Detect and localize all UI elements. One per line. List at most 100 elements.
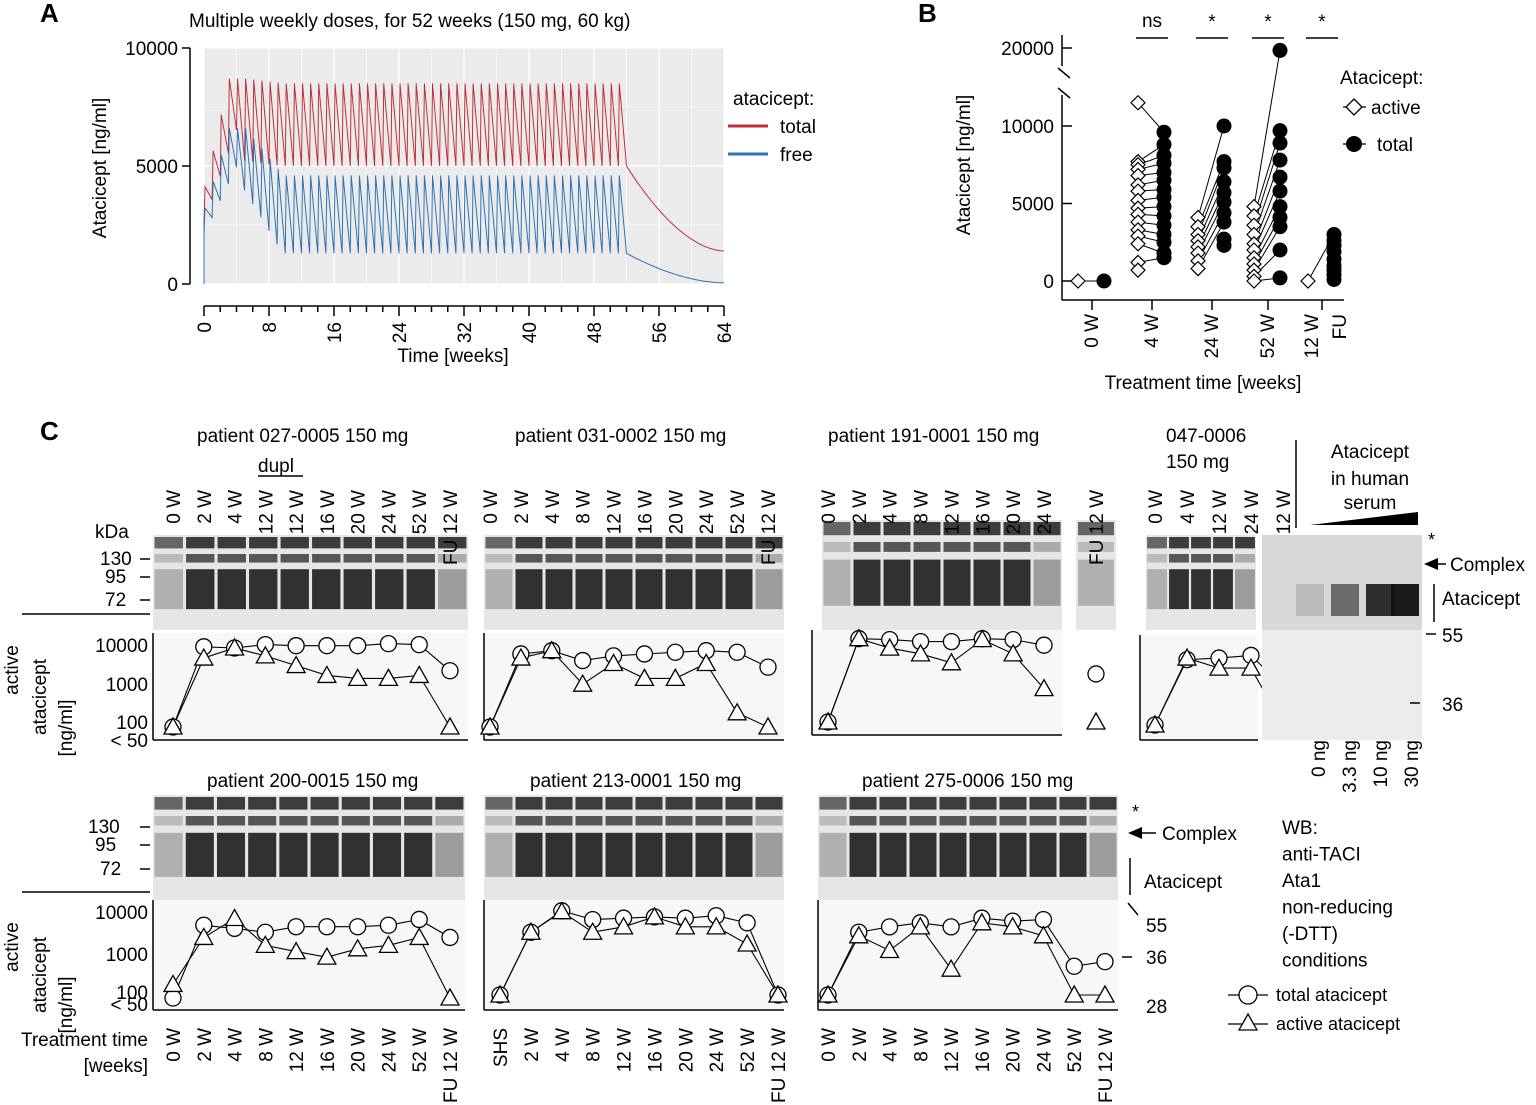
total-point [1272, 242, 1288, 258]
overlay-y-tick-label: 100 [116, 713, 148, 734]
spike-band [1391, 584, 1419, 616]
blot-band-top [605, 797, 633, 810]
active-marker-triangle [696, 653, 717, 672]
star-marker: * [1132, 802, 1139, 822]
blot-band-top [154, 537, 183, 549]
lane-label: FU 12 W [441, 1028, 462, 1103]
blot-band-complex [375, 554, 404, 563]
overlay-y-tick-label: 10000 [95, 903, 148, 924]
treatment-time-unit: [weeks] [84, 1056, 148, 1077]
blot-band-complex [755, 554, 783, 563]
active-atacicept-label: [ng/ml] [56, 699, 77, 756]
lane-label: 8 W [912, 490, 933, 524]
lane-label: 24 W [1242, 490, 1263, 534]
blot-band-top [216, 797, 246, 810]
blot-band-complex [943, 542, 971, 552]
blot-band-top [695, 797, 723, 810]
kda-marker: 130 [88, 817, 120, 838]
lane-label: 16 W [318, 1028, 339, 1072]
overlay-plot [162, 908, 461, 1007]
x-tick-label-b: 52 W [1258, 314, 1279, 358]
wb-legend-line: Ata1 [1282, 871, 1321, 892]
active-marker-triangle [162, 974, 184, 993]
kda-marker-right: 36 [1442, 695, 1463, 716]
active-marker-triangle [285, 941, 307, 960]
blot-band-top [515, 537, 543, 549]
blot-band-complex [279, 816, 308, 826]
blot-band-top [823, 522, 851, 536]
total-point [1216, 214, 1232, 230]
lane-label: 24 W [697, 490, 718, 534]
axis-break-mark-icon [1057, 67, 1071, 79]
blot-band-top [438, 537, 467, 549]
blot-band-top [575, 797, 603, 810]
blot-image [1076, 520, 1116, 630]
overlay-y-tick-label: < 50 [110, 995, 148, 1016]
lane-label: 12 W [287, 1028, 308, 1072]
total-point [1272, 42, 1288, 58]
blot-band-complex [1033, 542, 1061, 552]
blot-band-complex [575, 554, 603, 563]
active-marker-triangle [706, 916, 727, 935]
total-marker-circle [1034, 910, 1053, 929]
lane-label: 8 W [584, 1028, 605, 1062]
blot-band-complex [154, 554, 183, 563]
blot-band-atacicept [1147, 569, 1167, 610]
active-marker-triangle [1033, 678, 1055, 697]
complex-label: Complex [1450, 555, 1525, 576]
panel-letter-a: A [40, 0, 59, 28]
total-point [1216, 237, 1232, 253]
lane-label: 4 W [881, 1028, 902, 1062]
blot-band-complex [725, 816, 753, 826]
lane-label: 0 W [164, 1028, 185, 1062]
lane-label: 4 W [881, 490, 902, 524]
legend-active-label: active [1371, 98, 1421, 119]
blot-band-atacicept [755, 569, 783, 610]
total-point [1272, 199, 1288, 215]
blot-band-complex [819, 816, 847, 826]
active-marker-triangle [848, 925, 869, 944]
lane-label: 2 W [850, 490, 871, 524]
total-line [172, 918, 451, 999]
active-marker-triangle [940, 958, 962, 977]
blot-band-complex [973, 542, 1001, 552]
blot-band-top [545, 797, 573, 810]
active-line [172, 917, 451, 999]
significance-label: * [1208, 12, 1216, 33]
blot-band-atacicept [1029, 832, 1057, 877]
active-marker-triangle [971, 912, 993, 931]
active-marker-triangle [817, 984, 839, 1003]
spike-overlay-bg [1262, 630, 1422, 740]
total-marker-circle [379, 916, 398, 934]
lane-label: 20 W [1004, 490, 1025, 534]
legend-total-atacicept: total atacicept [1276, 985, 1387, 1005]
blot-band-complex [575, 816, 603, 826]
blot-panel: patient 275-0006 150 mg 0 W 2 W 4 W 8 W 12 W 1… [817, 771, 1118, 1103]
total-marker-circle [666, 643, 684, 661]
blot-title: patient 031-0002 150 mg [515, 426, 726, 447]
blot-band-atacicept [853, 559, 881, 606]
lane-label: 2 W [522, 1028, 543, 1062]
atacicept-label: Atacicept [1144, 872, 1223, 893]
lane-label: 0 W [164, 490, 185, 524]
spike-lane-label: 30 ng [1402, 740, 1423, 788]
blot-band-top [485, 797, 513, 810]
lane-label: 16 W [973, 1028, 994, 1072]
active-marker-triangle [439, 716, 461, 735]
lane-label: 24 W [707, 1028, 728, 1072]
blot-band-top [819, 797, 847, 810]
blot-band-atacicept [695, 569, 723, 610]
blot-title: patient 191-0001 150 mg [828, 426, 1039, 447]
lane-label: FU 12 W [759, 490, 780, 565]
blot-band-top [217, 537, 246, 549]
blot-band-atacicept [1059, 832, 1087, 877]
y-tick-label-a: 5000 [136, 157, 178, 178]
overlay-background [812, 630, 1062, 735]
legend-a-title: atacicept: [733, 89, 814, 110]
active-marker-triangle [193, 927, 214, 946]
overlay-y-tick-label: 100 [116, 983, 148, 1004]
blot-band-top [341, 797, 370, 810]
active-point [1300, 273, 1316, 289]
blot-band-atacicept [999, 832, 1027, 877]
blot-band-top [1191, 537, 1211, 549]
